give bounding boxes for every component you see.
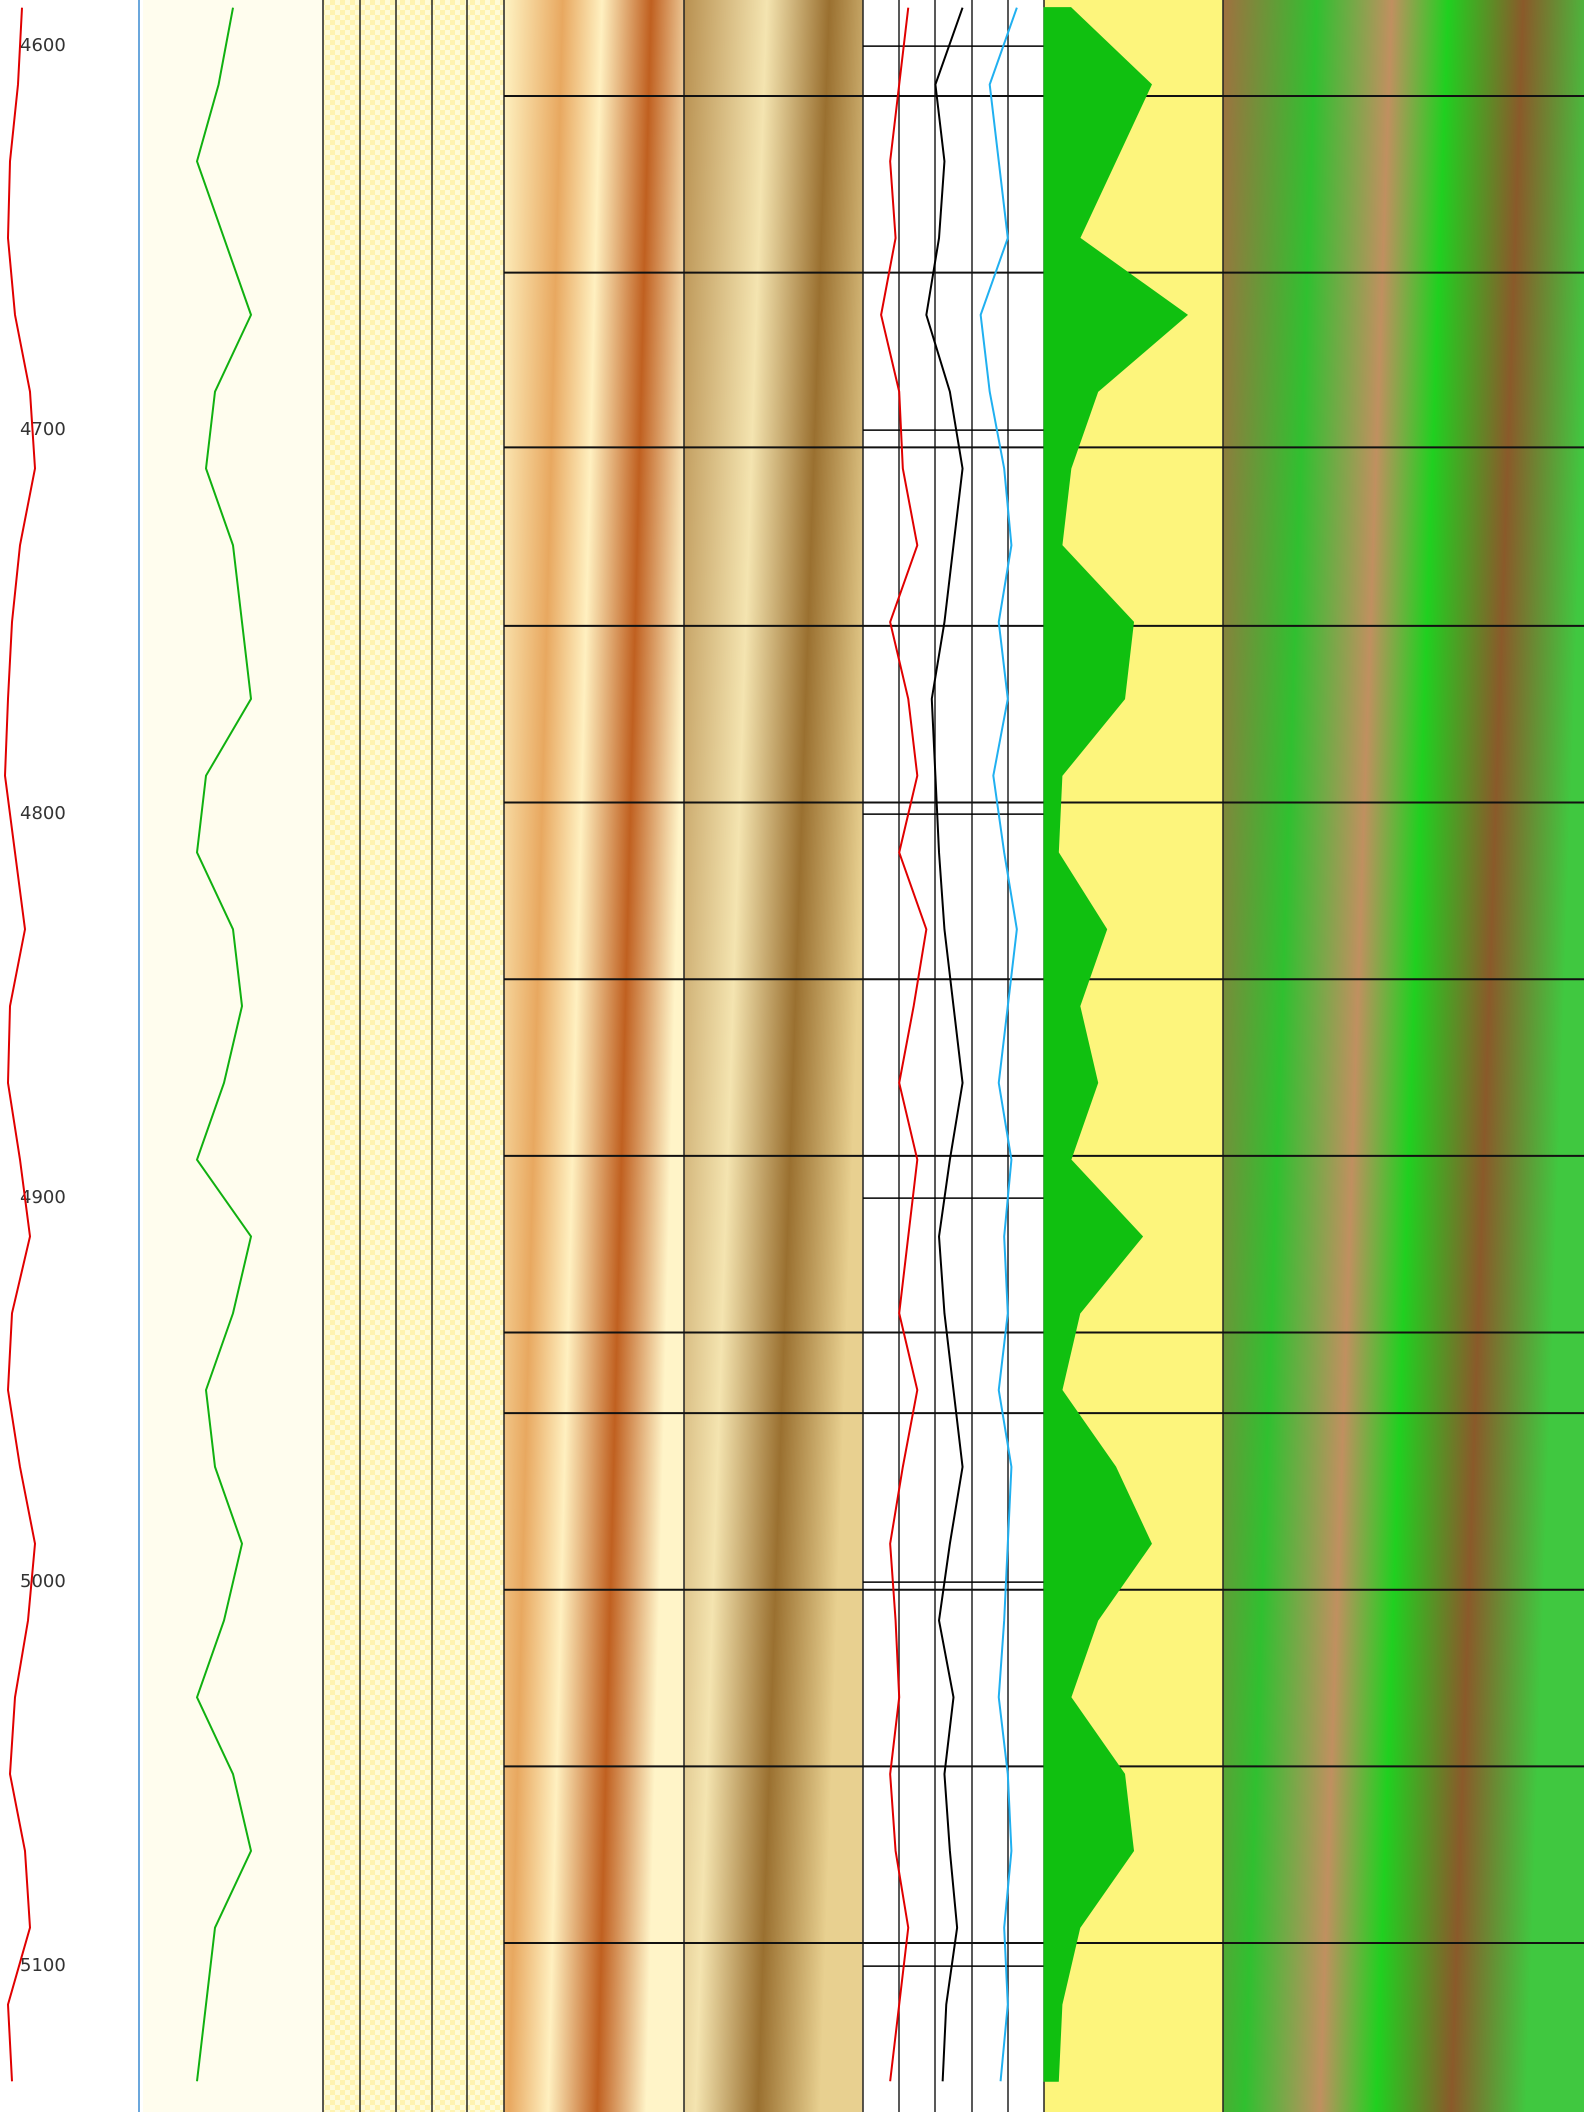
image-track-1 xyxy=(504,0,684,2112)
log-curve xyxy=(979,7,1018,2082)
image-track-2 xyxy=(684,0,863,2112)
track-3 xyxy=(323,0,504,2112)
log-curve xyxy=(195,7,253,2082)
depth-label: 5100 xyxy=(20,1955,66,1976)
image-track-3 xyxy=(1223,0,1584,2112)
depth-label: 4900 xyxy=(20,1187,66,1208)
log-curve xyxy=(925,7,964,2082)
curve-fill xyxy=(1043,7,1189,2082)
depth-label: 5000 xyxy=(20,1571,66,1592)
depth-label: 4600 xyxy=(20,35,66,56)
log-curve xyxy=(880,7,928,2082)
depth-label: 4700 xyxy=(20,419,66,440)
track-backgrounds xyxy=(138,0,1584,2112)
depth-label: 4800 xyxy=(20,803,66,824)
log-curve xyxy=(3,7,37,2082)
track-2 xyxy=(143,0,323,2112)
